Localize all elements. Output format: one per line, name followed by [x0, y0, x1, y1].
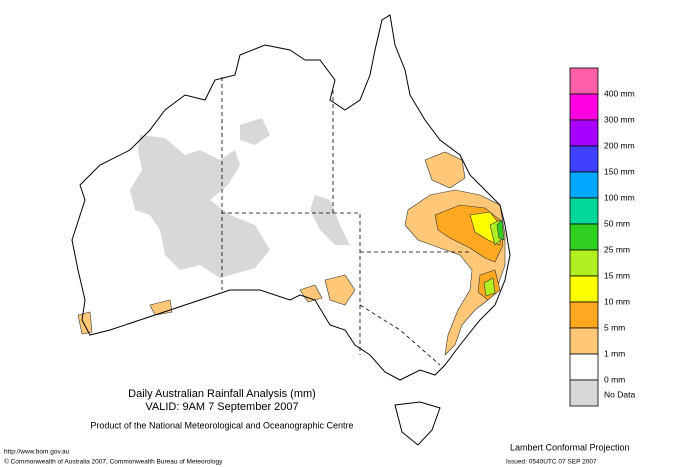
map-title: Daily Australian Rainfall Analysis (mm) [128, 388, 316, 400]
rain-15mm-south [483, 277, 496, 297]
legend-swatch [569, 301, 599, 329]
legend-swatch [569, 197, 599, 225]
rain-sa [324, 274, 356, 306]
rain-wa-sw [77, 311, 93, 335]
rain-sa-west [299, 284, 323, 303]
rain-areas [77, 151, 506, 356]
legend-label: 50 mm [604, 218, 630, 228]
no-data-sa [310, 195, 350, 245]
no-data-nt [240, 118, 270, 145]
legend: 400 mm 300 mm 200 mm 150 mm 100 mm 50 mm 25 mm… [569, 67, 635, 407]
border-sa [333, 212, 361, 355]
no-data-areas [130, 118, 350, 278]
copyright: © Commonwealth of Australia 2007, Common… [4, 458, 223, 466]
legend-label: 0 mm [604, 374, 625, 384]
border-nsw-vic [359, 304, 441, 366]
legend-swatch [569, 249, 599, 277]
legend-label: 1 mm [604, 348, 625, 358]
legend-swatch [569, 67, 599, 95]
state-borders [221, 77, 470, 366]
legend-label: 150 mm [604, 166, 635, 176]
no-data-wa [130, 135, 270, 278]
legend-label: 300 mm [604, 114, 635, 124]
legend-label: 25 mm [604, 244, 630, 254]
legend-swatch [569, 353, 599, 381]
rain-25mm [496, 219, 505, 241]
legend-label: 400 mm [604, 88, 635, 98]
legend-swatch [569, 223, 599, 251]
issued: Issued: 0540UTC 07 SEP 2007 [506, 459, 597, 466]
legend-swatch [569, 275, 599, 303]
legend-label: No Data [604, 389, 635, 399]
rain-1mm [424, 151, 466, 189]
legend-swatch [569, 171, 599, 199]
legend-label: 15 mm [604, 270, 630, 280]
legend-swatch [569, 119, 599, 147]
legend-swatch [569, 327, 599, 355]
product-note: Product of the National Meteorological a… [90, 420, 353, 430]
rain-10mm [469, 211, 501, 246]
legend-swatch [569, 145, 599, 173]
legend-label: 10 mm [604, 296, 630, 306]
legend-swatch [569, 93, 599, 121]
url[interactable]: http://www.bom.gov.au [4, 449, 70, 456]
valid-time: VALID: 9AM 7 September 2007 [145, 401, 298, 413]
australia-coastline [71, 14, 511, 381]
legend-label: 5 mm [604, 322, 625, 332]
tasmania-coastline [394, 401, 441, 446]
legend-swatch [569, 379, 599, 407]
projection: Lambert Conformal Projection [510, 442, 630, 452]
legend-label: 200 mm [604, 140, 635, 150]
legend-label: 100 mm [604, 192, 635, 202]
